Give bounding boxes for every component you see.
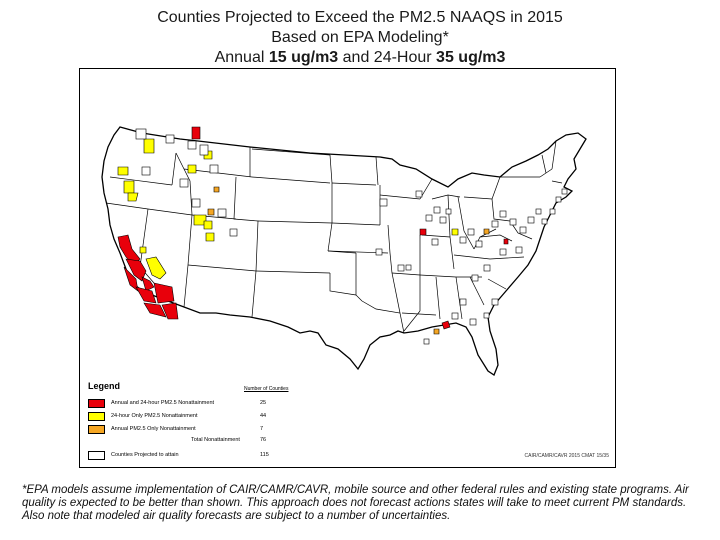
county-both bbox=[161, 302, 179, 320]
legend-swatch-both bbox=[88, 399, 105, 408]
county-both bbox=[153, 282, 175, 304]
county-daily bbox=[451, 228, 459, 236]
counties-attain bbox=[135, 128, 568, 345]
county-annual bbox=[433, 328, 440, 335]
counties-daily-only bbox=[117, 138, 459, 280]
legend-label: Counties Projected to attain bbox=[111, 452, 179, 458]
county-daily bbox=[139, 246, 147, 254]
counties-annual-only bbox=[207, 186, 490, 335]
legend-item-both: Annual and 24-hour PM2.5 Nonattainment 2… bbox=[88, 399, 284, 409]
legend-swatch-daily bbox=[88, 412, 105, 421]
legend-total-label: Total Nonattainment bbox=[191, 437, 240, 443]
footnote: *EPA models assume implementation of CAI… bbox=[22, 484, 689, 522]
county-daily bbox=[205, 232, 215, 242]
legend-label: Annual and 24-hour PM2.5 Nonattainment bbox=[111, 400, 215, 406]
legend-count: 25 bbox=[260, 400, 267, 406]
legend-total-row: Total Nonattainment 76 bbox=[88, 436, 284, 446]
county-both bbox=[441, 320, 451, 330]
legend-label: Annual PM2.5 Only Nonattainment bbox=[111, 426, 196, 432]
legend-swatch-annual bbox=[88, 425, 105, 434]
county-both bbox=[143, 302, 167, 318]
legend-total-count: 76 bbox=[260, 437, 267, 443]
county-annual bbox=[483, 228, 490, 235]
counties-both bbox=[117, 126, 509, 330]
county-both bbox=[141, 276, 155, 292]
county-both bbox=[135, 286, 157, 304]
legend-label: 24-hour Only PM2.5 Nonattainment bbox=[111, 413, 198, 419]
county-both bbox=[419, 228, 427, 236]
legend-item-attain: Counties Projected to attain 115 bbox=[88, 451, 284, 461]
legend-item-annual: Annual PM2.5 Only Nonattainment 7 bbox=[88, 425, 284, 435]
legend-title: Legend bbox=[88, 381, 121, 391]
county-daily bbox=[123, 180, 135, 194]
county-daily bbox=[143, 138, 155, 154]
title-daily-standard: 35 ug/m3 bbox=[436, 49, 506, 66]
legend-count: 7 bbox=[260, 426, 264, 432]
us-map bbox=[101, 126, 587, 376]
county-annual bbox=[207, 208, 215, 216]
county-daily bbox=[203, 220, 213, 230]
map-frame: Legend Number of Counties Annual and 24-… bbox=[79, 68, 616, 468]
title-line-3: Annual 15 ug/m3 and 24-Hour 35 ug/m3 bbox=[0, 48, 720, 68]
legend-swatch-attain bbox=[88, 451, 105, 460]
legend-count-header: Number of Counties bbox=[244, 386, 289, 392]
county-daily bbox=[117, 166, 129, 176]
county-both bbox=[191, 126, 201, 140]
county-both bbox=[125, 258, 147, 282]
title-line-2: Based on EPA Modeling* bbox=[271, 29, 449, 46]
title-line-3-mid: and 24-Hour bbox=[338, 49, 437, 66]
county-daily bbox=[187, 164, 197, 174]
legend-count: 115 bbox=[260, 452, 269, 458]
map-title: Counties Projected to Exceed the PM2.5 N… bbox=[0, 8, 720, 68]
title-annual-standard: 15 ug/m3 bbox=[268, 49, 339, 66]
legend-item-daily: 24-hour Only PM2.5 Nonattainment 44 bbox=[88, 412, 284, 422]
county-daily bbox=[127, 192, 139, 202]
map-credit: CAIR/CAMR/CAVR 2015 CMAT 15/35 bbox=[524, 453, 609, 459]
county-daily bbox=[145, 256, 167, 280]
title-line-1: Counties Projected to Exceed the PM2.5 N… bbox=[157, 9, 563, 26]
title-line-3-prefix: Annual bbox=[214, 49, 269, 66]
county-both bbox=[503, 238, 509, 245]
legend-count: 44 bbox=[260, 413, 267, 419]
legend: Legend Number of Counties Annual and 24-… bbox=[86, 381, 288, 465]
county-annual bbox=[213, 186, 220, 193]
